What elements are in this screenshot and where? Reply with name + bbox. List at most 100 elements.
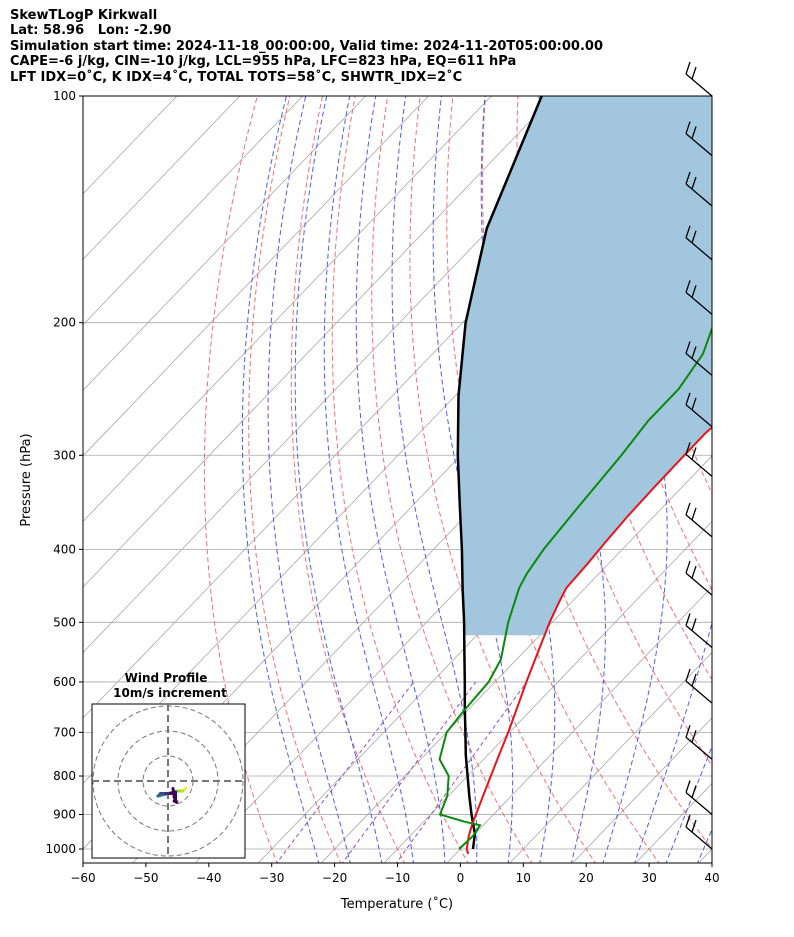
dry-adiabat — [746, 96, 794, 865]
y-tick-label: 200 — [53, 316, 76, 330]
mixing-ratio-line — [341, 681, 477, 863]
header-indices-1: CAPE=-6 j/kg, CIN=-10 j/kg, LCL=955 hPa,… — [10, 54, 517, 70]
y-tick-label: 1000 — [45, 842, 76, 856]
x-tick-label: −40 — [196, 871, 221, 885]
axis-layer: −60 −50 −40 −30 −20 −10 0 10 20 30 40 100 200 300 400 5… — [45, 89, 719, 885]
dry-adiabat — [331, 96, 469, 863]
y-tick-label: 800 — [53, 769, 76, 783]
moist-adiabat — [241, 96, 320, 863]
x-tick-label: 0 — [457, 871, 465, 885]
isotherm-line — [83, 96, 367, 391]
moist-adiabat — [294, 96, 383, 863]
wind-barb-staff — [685, 725, 713, 760]
isotherm-line — [83, 96, 241, 260]
moist-adiabat — [267, 96, 351, 863]
dry-adiabat — [203, 96, 278, 863]
cape-shading — [457, 96, 712, 636]
wind-barb-staff — [685, 225, 713, 261]
hodograph-title: Wind Profile — [125, 671, 208, 685]
wind-barb — [685, 560, 713, 596]
wind-barb-staff — [685, 780, 713, 815]
wind-barbs — [685, 61, 713, 850]
moist-adiabat — [432, 96, 514, 863]
isotherm-line — [83, 96, 430, 457]
x-tick-label: 30 — [641, 871, 656, 885]
wind-barb-staff — [685, 341, 713, 376]
wind-barb-staff — [685, 560, 713, 596]
moist-adiabat — [323, 96, 414, 863]
wind-barb-staff — [685, 814, 713, 850]
y-tick-label: 600 — [53, 675, 76, 689]
wind-barb — [685, 668, 713, 704]
dry-adiabat — [779, 96, 794, 865]
wind-barb — [685, 442, 713, 477]
wind-barb — [685, 61, 713, 97]
isotherm-line — [446, 586, 712, 863]
wind-barb — [685, 225, 713, 261]
header-title: SkewTLogP Kirkwall — [10, 8, 158, 23]
dewpoint-line — [438, 325, 712, 850]
wind-barb — [685, 502, 713, 538]
wind-barb-staff — [685, 442, 713, 477]
header-times: Simulation start time: 2024-11-18_00:00:… — [10, 38, 603, 54]
x-axis-label: Temperature (˚C) — [340, 896, 453, 912]
mixing-ratio-line — [395, 681, 528, 863]
y-tick-label: 400 — [53, 542, 76, 556]
x-tick-label: −20 — [322, 871, 347, 885]
temperature-line — [465, 426, 712, 855]
isotherm-line — [320, 455, 712, 863]
isotherm-line — [83, 96, 492, 522]
dry-adiabat — [409, 96, 597, 863]
hodograph-subtitle: 10m/s increment — [113, 686, 227, 700]
isotherm-line — [509, 651, 712, 863]
header-indices-2: LFT IDX=0˚C, K IDX=4˚C, TOTAL TOTS=58˚C,… — [10, 69, 463, 85]
wind-barb-staff — [685, 613, 713, 648]
wind-barb-staff — [685, 280, 713, 315]
wind-barb — [685, 171, 713, 207]
x-tick-label: −10 — [385, 871, 410, 885]
y-axis-label: Pressure (hPa) — [19, 433, 34, 526]
isotherm-line — [83, 96, 555, 588]
y-tick-label: 300 — [53, 448, 76, 462]
wind-barb-staff — [685, 61, 713, 97]
y-tick-label: 900 — [53, 808, 76, 822]
data-layer — [438, 96, 712, 855]
dry-adiabat — [371, 96, 533, 863]
x-tick-label: 20 — [579, 871, 594, 885]
moist-adiabat — [633, 96, 712, 863]
x-tick-label: 40 — [704, 871, 719, 885]
y-tick-label: 700 — [53, 725, 76, 739]
wind-barb — [685, 280, 713, 315]
isotherm-line — [83, 96, 304, 326]
wind-barb-staff — [685, 121, 713, 157]
isotherm-line — [383, 520, 712, 863]
wind-barb — [685, 121, 713, 157]
wind-barb — [685, 341, 713, 376]
moist-adiabat — [665, 745, 712, 863]
wind-barb — [685, 780, 713, 815]
wind-barb — [685, 613, 713, 648]
moist-adiabat — [355, 96, 446, 863]
wind-barb — [685, 814, 713, 850]
dry-adiabat — [714, 96, 794, 865]
hodograph — [91, 703, 246, 859]
wind-barb-staff — [685, 171, 713, 207]
isotherm-line — [757, 79, 794, 868]
x-tick-label: −30 — [259, 871, 284, 885]
header-location: Lat: 58.96 Lon: -2.90 — [10, 23, 172, 39]
wind-barb — [685, 392, 713, 428]
x-tick-label: −50 — [133, 871, 158, 885]
wind-barb — [685, 725, 713, 760]
y-tick-label: 100 — [53, 89, 76, 103]
parcel-profile-line — [456, 96, 543, 850]
mixing-ratio-line — [276, 681, 415, 863]
x-tick-label: −60 — [70, 871, 95, 885]
x-tick-label: 10 — [516, 871, 531, 885]
moist-adiabat — [391, 96, 478, 863]
wind-barb-staff — [685, 392, 713, 428]
hodograph-segment — [171, 787, 176, 799]
wind-barb-staff — [685, 668, 713, 704]
wind-barb-staff — [685, 502, 713, 538]
y-tick-label: 500 — [53, 615, 76, 629]
